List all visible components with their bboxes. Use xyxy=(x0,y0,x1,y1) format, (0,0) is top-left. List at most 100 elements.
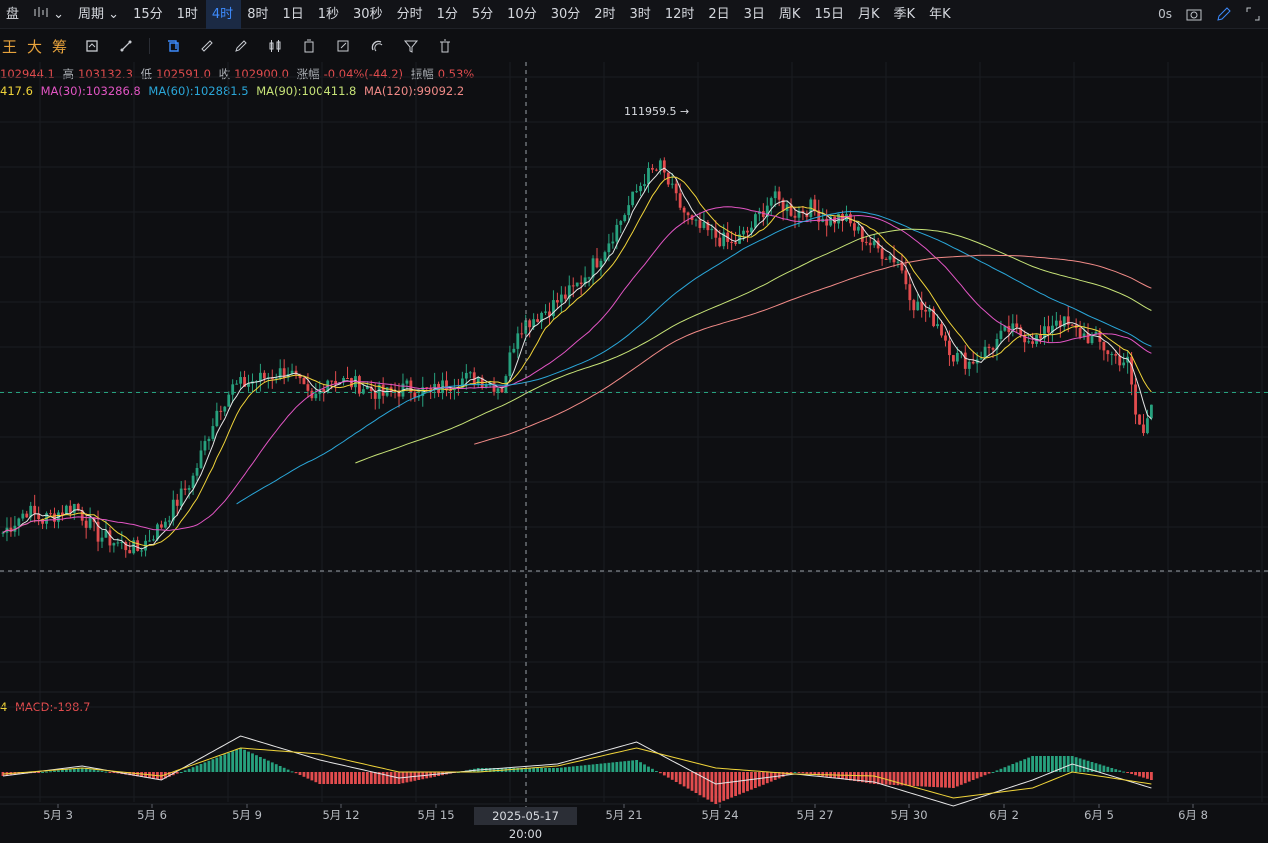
candle-body xyxy=(702,222,706,228)
macd-bar xyxy=(342,772,345,784)
candle-body xyxy=(615,224,619,242)
period-item-18[interactable]: 2日 xyxy=(708,6,730,22)
close-label: 收 xyxy=(218,67,231,81)
ruler-icon[interactable] xyxy=(198,37,216,55)
copy-icon[interactable] xyxy=(83,37,101,55)
macd-bar xyxy=(872,772,876,784)
macd-bar xyxy=(567,766,571,772)
x-tick-label: 5月 21 xyxy=(605,808,642,822)
period-item-11[interactable]: 1分 xyxy=(436,6,458,22)
macd-bar xyxy=(1110,768,1114,772)
macd-bar xyxy=(809,772,813,775)
timer-value: 0s xyxy=(1158,7,1172,21)
candle-body xyxy=(1094,331,1098,335)
candle-body xyxy=(686,212,690,216)
period-item-6[interactable]: 8时 xyxy=(247,6,269,22)
period-item-14[interactable]: 30分 xyxy=(550,6,581,22)
candle-body xyxy=(571,285,575,287)
period-item-24[interactable]: 年K xyxy=(929,6,951,22)
period-item-5[interactable]: 4时 xyxy=(205,0,242,29)
period-item-22[interactable]: 月K xyxy=(858,6,880,22)
tool-text-1[interactable]: 王 xyxy=(2,37,18,56)
macd-bar xyxy=(365,772,369,784)
magnet-icon[interactable] xyxy=(368,37,386,55)
candle-body xyxy=(599,260,603,268)
tool-text-2[interactable]: 大 xyxy=(27,37,43,56)
macd-bar xyxy=(136,772,140,777)
macd-bar xyxy=(991,772,995,773)
candle-body xyxy=(710,228,714,231)
macd-bar xyxy=(278,766,282,772)
line-tool-icon[interactable] xyxy=(117,37,135,55)
macd-bar xyxy=(1062,756,1066,772)
period-item-21[interactable]: 15日 xyxy=(814,6,844,22)
candle-body xyxy=(567,285,571,299)
period-item-9[interactable]: 30秒 xyxy=(353,6,383,22)
period-item-3[interactable]: 15分 xyxy=(133,6,163,22)
macd-bar xyxy=(750,772,753,790)
timer-icon[interactable] xyxy=(300,37,318,55)
candle-body xyxy=(658,160,662,171)
candle-body xyxy=(116,542,120,544)
candle-body xyxy=(1102,341,1106,351)
camera-icon[interactable] xyxy=(1186,7,1202,21)
candle-body xyxy=(21,513,25,519)
period-item-0[interactable]: 盘 xyxy=(6,6,20,22)
macd-bar xyxy=(68,769,72,772)
period-item-4[interactable]: 1时 xyxy=(176,6,198,22)
macd-bar xyxy=(1102,765,1106,772)
period-item-20[interactable]: 周K xyxy=(778,6,801,22)
candle-body xyxy=(559,294,563,303)
filter-icon[interactable] xyxy=(402,37,420,55)
trash-icon[interactable] xyxy=(436,37,454,55)
candle-icon[interactable] xyxy=(266,37,284,55)
macd-bar xyxy=(520,768,524,772)
period-item-19[interactable]: 3日 xyxy=(743,6,765,22)
period-item-15[interactable]: 2时 xyxy=(594,6,616,22)
macd-bar xyxy=(53,770,56,772)
kline-chart[interactable]: 111959.5 → 5月 3 5月 6 5月 9 5月 12 5月 15 5月 21 5月 … xyxy=(0,62,1268,839)
draw-pen-icon[interactable] xyxy=(1216,7,1232,21)
candle-body xyxy=(17,518,21,526)
candle-body xyxy=(1146,418,1149,434)
edit-icon[interactable] xyxy=(334,37,352,55)
candle-body xyxy=(239,377,242,384)
candle-body xyxy=(1106,350,1110,355)
tool-text-3[interactable]: 筹 xyxy=(52,37,68,56)
period-item-12[interactable]: 5分 xyxy=(471,6,494,22)
macd-bar xyxy=(235,749,239,772)
pen-icon[interactable] xyxy=(232,37,250,55)
macd-bar xyxy=(619,761,623,772)
candle-body xyxy=(132,540,136,554)
expand-icon[interactable] xyxy=(1246,7,1260,21)
macd-bar xyxy=(338,772,341,784)
period-item-2[interactable]: 周期 ⌄ xyxy=(78,6,120,22)
candle-body xyxy=(80,510,84,521)
period-item-7[interactable]: 1日 xyxy=(282,6,304,22)
macd-bar xyxy=(655,771,658,772)
period-item-13[interactable]: 10分 xyxy=(507,6,537,22)
ma30-line xyxy=(2,206,1152,534)
candle-body xyxy=(651,168,654,170)
macd-bar xyxy=(548,768,551,772)
macd-bar xyxy=(908,772,912,786)
macd-bar xyxy=(373,772,377,784)
macd-bar xyxy=(849,772,852,781)
candle-body xyxy=(936,324,939,327)
candle-body xyxy=(662,160,666,173)
macd-bar xyxy=(666,772,670,778)
candle-body xyxy=(1051,325,1054,333)
candle-body xyxy=(714,228,718,238)
period-item-10[interactable]: 分时 xyxy=(396,6,423,22)
period-item-17[interactable]: 12时 xyxy=(664,6,695,22)
period-item-23[interactable]: 季K xyxy=(893,6,916,22)
select-tool-icon[interactable] xyxy=(164,37,182,55)
period-item-16[interactable]: 3时 xyxy=(629,6,651,22)
macd-bar xyxy=(330,772,334,784)
period-item-1[interactable]: ⌄ xyxy=(27,0,72,29)
macd-bar xyxy=(686,772,690,789)
candle-body xyxy=(579,282,583,285)
macd-bar xyxy=(674,772,678,782)
period-item-8[interactable]: 1秒 xyxy=(317,6,340,22)
candle-body xyxy=(979,358,983,360)
